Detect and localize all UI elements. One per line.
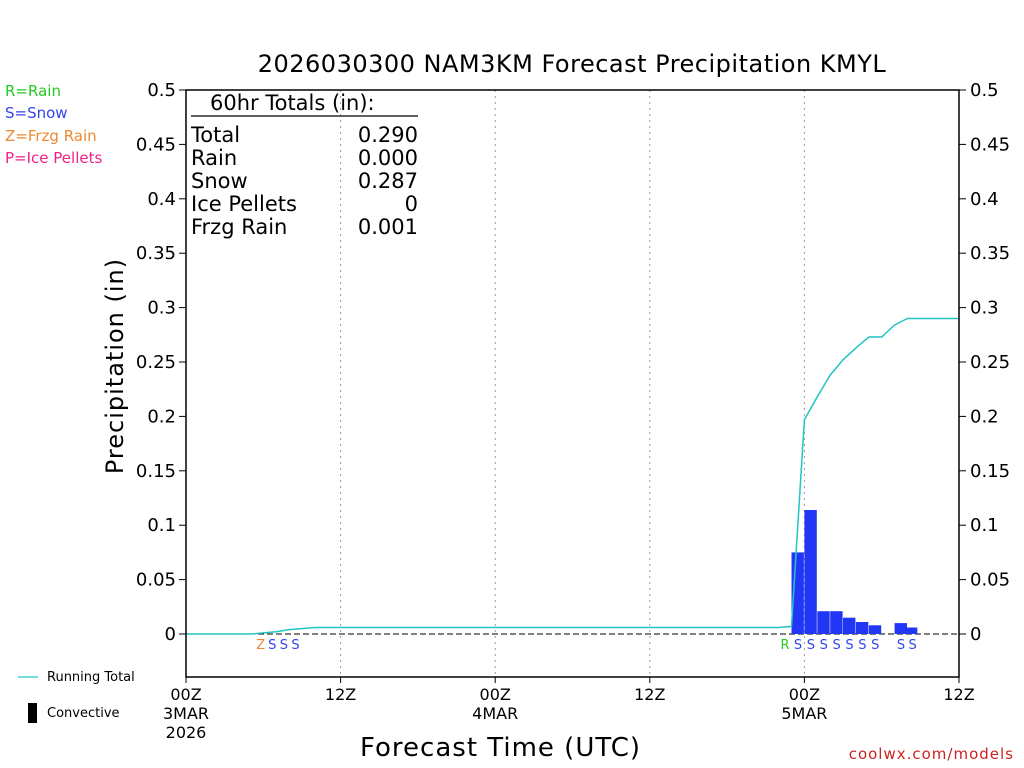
precip-bar — [855, 622, 869, 634]
x-tick-label: 12Z — [325, 685, 356, 704]
y-tick-label-left: 0.05 — [136, 570, 176, 591]
y-tick-label-left: 0.15 — [136, 461, 176, 482]
precip-bar — [868, 625, 882, 634]
precip-bar — [830, 611, 843, 634]
totals-label-rain: Rain — [191, 146, 238, 170]
totals-value-ice-pellets: 0 — [404, 192, 418, 216]
x-axis-label: Forecast Time (UTC) — [360, 733, 642, 763]
ptype-marker-snow: S — [871, 638, 879, 653]
ptype-marker-snow: S — [280, 638, 288, 653]
x-tick-label: 12Z — [634, 685, 665, 704]
totals-label-total: Total — [191, 123, 241, 147]
totals-label-snow: Snow — [191, 169, 248, 193]
watermark: coolwx.com/models — [848, 745, 1014, 763]
x-tick-label: 00Z — [789, 685, 820, 704]
y-tick-label-left: 0.5 — [147, 80, 176, 101]
y-tick-label-left: 0.45 — [136, 134, 176, 155]
plot-border — [185, 89, 960, 678]
ptype-marker-snow: S — [807, 638, 815, 653]
precip-bar — [843, 617, 856, 634]
x-tick-date: 4MAR — [472, 704, 518, 723]
ptype-marker-snow: S — [832, 638, 840, 653]
totals-value-snow: 0.287 — [357, 169, 418, 193]
y-tick-label-right: 0.15 — [970, 461, 1010, 482]
convective-key-label: Convective — [47, 706, 120, 721]
y-tick-label-right: 0.25 — [970, 352, 1010, 373]
y-axis-label: Precipitation (in) — [101, 257, 129, 475]
x-tick-date: 3MAR — [163, 704, 209, 723]
y-axis-ticks: 0.5 0.5 0.45 0.45 0.4 0.4 0.35 0.35 0.3 0.3 0.25 0.… — [136, 80, 1010, 645]
bar-series — [791, 510, 918, 634]
precip-bar — [894, 623, 907, 634]
legend-rain: R=Rain — [5, 82, 61, 100]
legend-ice-pellets: P=Ice Pellets — [5, 149, 103, 167]
totals-value-rain: 0.000 — [357, 146, 418, 170]
chart-title: 2026030300 NAM3KM Forecast Precipitation… — [257, 50, 887, 78]
y-tick-label-left: 0.35 — [136, 243, 176, 264]
y-tick-label-left: 0.25 — [136, 352, 176, 373]
totals-header: 60hr Totals (in): — [210, 91, 375, 115]
plot-frame — [185, 89, 960, 678]
y-tick-label-right: 0.05 — [970, 570, 1010, 591]
totals-value-frzg-rain: 0.001 — [357, 215, 418, 239]
precip-bar — [817, 611, 830, 634]
totals-label-frzg-rain: Frzg Rain — [191, 215, 288, 239]
y-tick-label-left: 0.3 — [147, 298, 176, 319]
running-total-series — [186, 317, 959, 635]
y-tick-label-left: 0.2 — [147, 406, 176, 427]
y-tick-label-right: 0 — [970, 624, 981, 645]
ptype-marker-snow: S — [908, 638, 916, 653]
convective-key-icon — [28, 703, 37, 723]
ptype-marker-snow: S — [897, 638, 905, 653]
y-tick-label-left: 0.4 — [147, 189, 176, 210]
running-total-line — [186, 317, 959, 635]
y-tick-label-left: 0 — [165, 624, 176, 645]
x-tick-label: 12Z — [943, 685, 974, 704]
y-tick-label-right: 0.5 — [970, 80, 999, 101]
ptype-marker-frzg: Z — [256, 638, 265, 653]
y-tick-label-right: 0.1 — [970, 515, 999, 536]
x-tick-year: 2026 — [166, 723, 207, 742]
y-tick-label-right: 0.4 — [970, 189, 999, 210]
y-tick-label-right: 0.3 — [970, 298, 999, 319]
x-tick-label: 00Z — [170, 685, 201, 704]
ptype-marker-snow: S — [291, 638, 299, 653]
grid — [186, 90, 959, 677]
totals-label-ice-pellets: Ice Pellets — [191, 192, 297, 216]
ptype-marker-snow: S — [794, 638, 802, 653]
x-tick-label: 00Z — [480, 685, 511, 704]
y-tick-label-right: 0.45 — [970, 134, 1010, 155]
y-tick-label-right: 0.35 — [970, 243, 1010, 264]
x-tick-date: 5MAR — [781, 704, 827, 723]
ptype-marker-rain: R — [781, 638, 790, 653]
y-tick-label-left: 0.1 — [147, 515, 176, 536]
ptype-marker-snow: S — [858, 638, 866, 653]
ptype-marker-snow: S — [845, 638, 853, 653]
ptype-marker-snow: S — [268, 638, 276, 653]
ptype-marker-snow: S — [820, 638, 828, 653]
running-total-key-label: Running Total — [47, 670, 135, 685]
legend-frzg-rain: Z=Frzg Rain — [5, 127, 97, 145]
y-tick-label-right: 0.2 — [970, 406, 999, 427]
precip-bar — [804, 510, 817, 634]
precip-bar — [904, 627, 918, 634]
legend-snow: S=Snow — [5, 104, 68, 122]
totals-value-total: 0.290 — [357, 123, 418, 147]
